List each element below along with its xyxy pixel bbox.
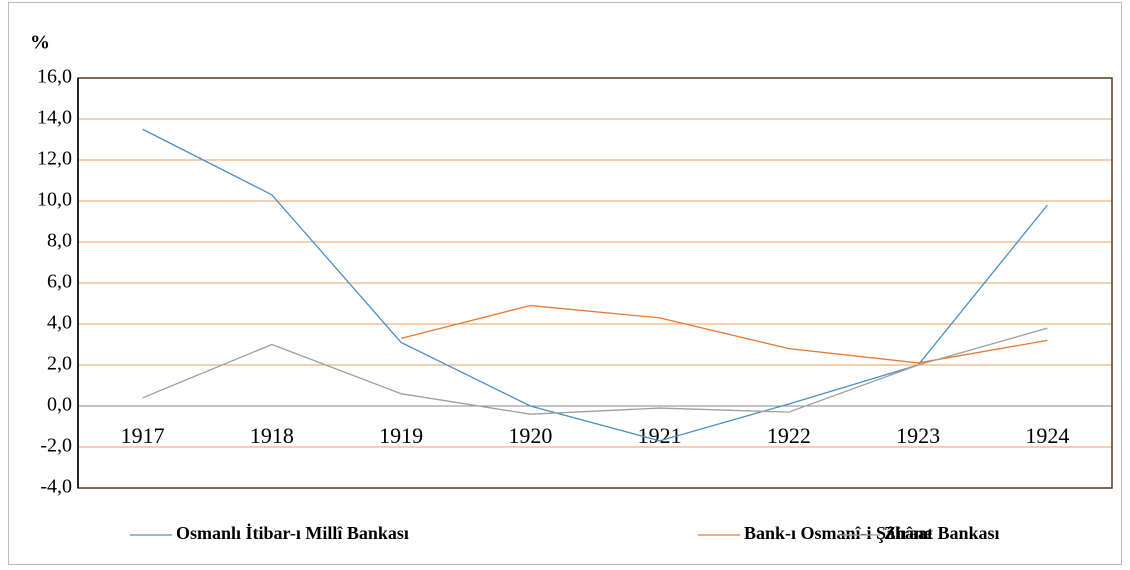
x-tick-label: 1924 xyxy=(1025,423,1069,448)
legend-label: Bank-ı Osmanî-i Şâhâne xyxy=(744,523,932,543)
y-tick-label: 6,0 xyxy=(47,271,72,293)
y-tick-label: 0,0 xyxy=(47,394,72,416)
y-tick-label: -2,0 xyxy=(40,435,72,457)
x-tick-label: 1921 xyxy=(638,423,682,448)
y-axis-label: % xyxy=(30,32,50,54)
legend-label: Ziraat Bankası xyxy=(884,523,1000,543)
x-tick-label: 1922 xyxy=(767,423,811,448)
series-line xyxy=(142,128,1048,442)
y-tick-label: 4,0 xyxy=(47,312,72,334)
y-tick-label: 8,0 xyxy=(47,230,72,252)
y-tick-label: 12,0 xyxy=(37,148,72,170)
x-tick-label: 1920 xyxy=(508,423,552,448)
y-tick-label: 10,0 xyxy=(37,189,72,211)
x-tick-label: 1919 xyxy=(379,423,423,448)
legend-label: Osmanlı İtibar-ı Millî Bankası xyxy=(176,523,409,543)
y-tick-label: 14,0 xyxy=(37,107,72,129)
y-tick-label: 16,0 xyxy=(37,66,72,88)
x-tick-label: 1918 xyxy=(250,423,294,448)
x-tick-label: 1923 xyxy=(896,423,940,448)
x-tick-label: 1917 xyxy=(121,423,165,448)
series-line xyxy=(142,327,1048,415)
y-tick-label: 2,0 xyxy=(47,353,72,375)
y-tick-label: -4,0 xyxy=(40,476,72,498)
